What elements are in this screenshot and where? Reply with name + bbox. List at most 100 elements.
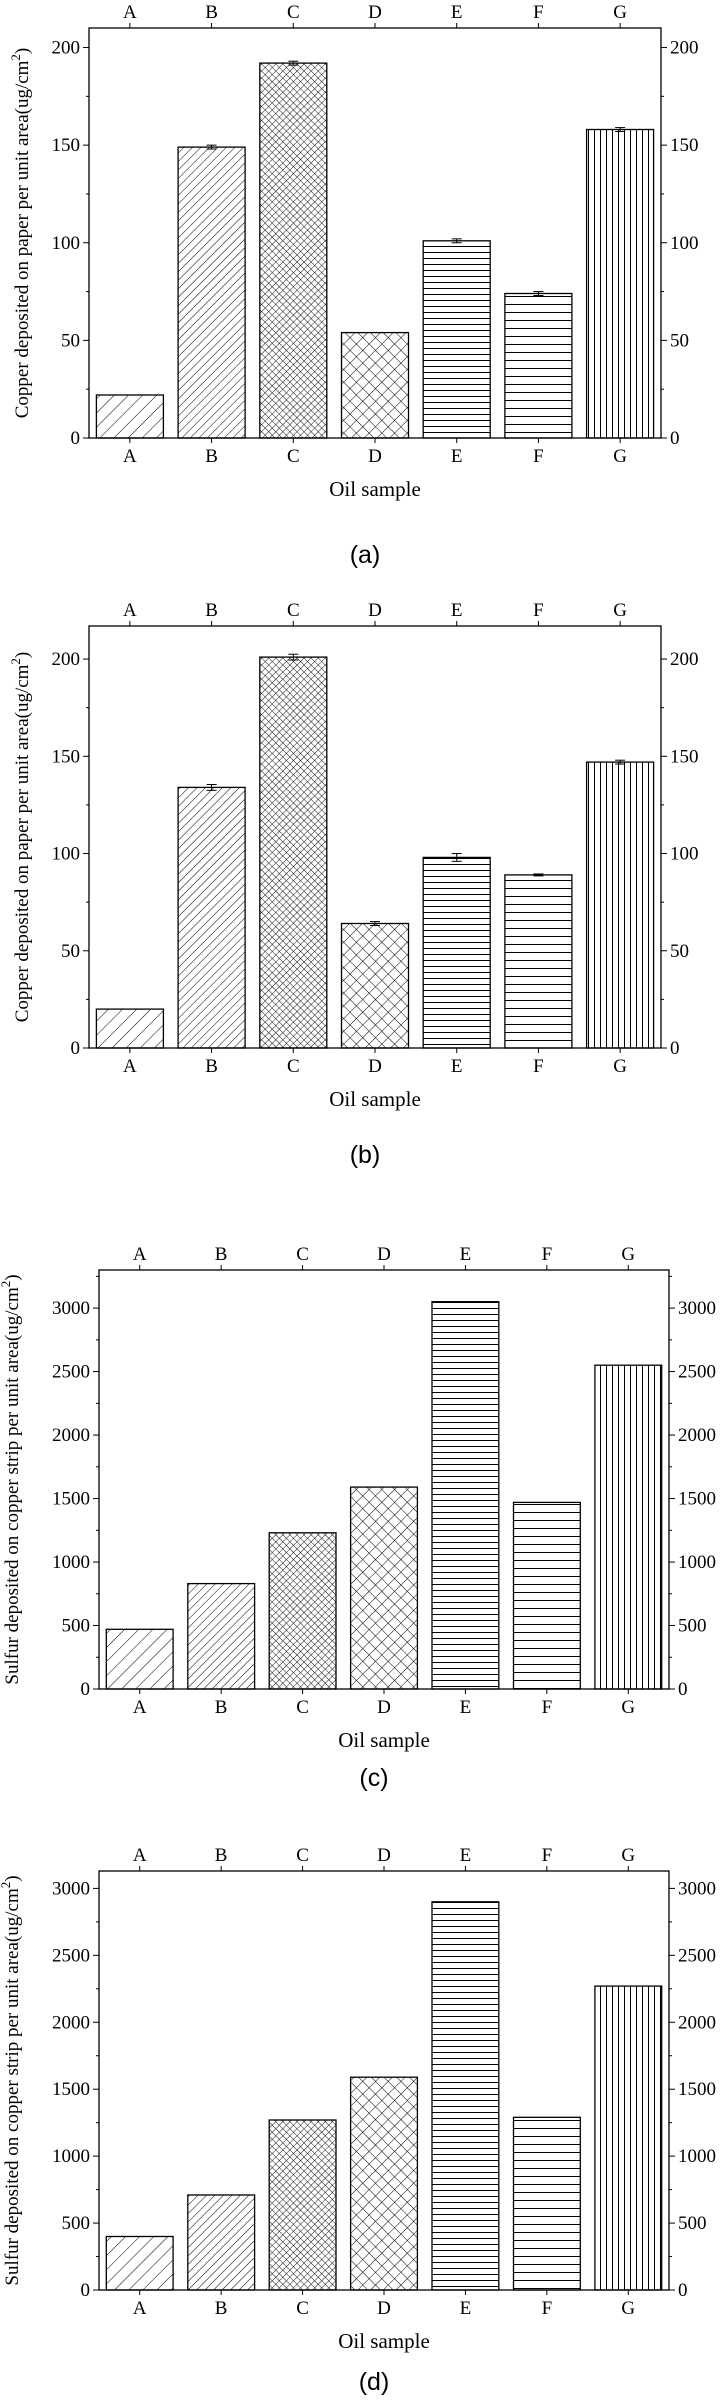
x-tick-label: C xyxy=(287,1056,300,1077)
y-tick-label-right: 3000 xyxy=(678,1298,716,1319)
bar-D xyxy=(349,1486,419,1690)
x-tick-label: B xyxy=(215,1697,228,1718)
x-tick-label-top: F xyxy=(542,1244,553,1265)
y-tick-label: 0 xyxy=(81,1679,91,1700)
y-tick-label-right: 0 xyxy=(670,1038,680,1059)
y-tick-label-right: 500 xyxy=(678,1616,707,1637)
y-tick-label-right: 50 xyxy=(670,330,689,351)
x-tick-label: C xyxy=(287,446,300,467)
x-tick-label-top: B xyxy=(205,600,218,621)
y-tick-label-right: 2500 xyxy=(678,1945,716,1966)
x-tick-label: G xyxy=(613,1056,627,1077)
x-tick-label-top: E xyxy=(451,600,463,621)
x-tick-label: F xyxy=(533,1056,544,1077)
panel-label: (a) xyxy=(350,541,381,569)
x-axis-label: Oil sample xyxy=(329,1087,421,1111)
bar-C xyxy=(268,2119,337,2291)
bar-A xyxy=(95,394,165,439)
x-tick-label-top: A xyxy=(123,2,137,23)
x-tick-label: G xyxy=(621,2298,635,2319)
y-tick-label-right: 1000 xyxy=(678,2146,716,2167)
bar-F xyxy=(512,2116,581,2291)
y-tick-label: 3000 xyxy=(52,1878,90,1899)
y-tick-label-right: 1500 xyxy=(678,2079,716,2100)
y-tick-label: 2000 xyxy=(52,1425,90,1446)
chart-panel-d: A A B B C C D D E E F F G G 0 0 500 500 1000 1000 1500 1500 20… xyxy=(0,1845,716,2396)
y-tick-label: 1000 xyxy=(52,2146,90,2167)
x-tick-label: C xyxy=(296,2298,309,2319)
y-tick-label-right: 50 xyxy=(670,941,689,962)
error-bar-D xyxy=(370,921,380,926)
error-bar-C xyxy=(288,653,299,661)
bar-A xyxy=(95,1008,165,1049)
panel-label: (c) xyxy=(359,1764,388,1792)
y-tick-label-right: 200 xyxy=(670,38,699,59)
error-bar-F xyxy=(533,873,544,877)
y-axis-label-end: ) xyxy=(12,652,33,658)
chart-panel-a: A A B B C C D D E E F F G G 0 0 50 50 100 100 150 150 200 200 Oi… xyxy=(8,2,699,569)
y-axis-label-superscript: 2 xyxy=(0,1281,13,1288)
bar-B xyxy=(177,146,246,439)
y-tick-label: 1500 xyxy=(52,1489,90,1510)
y-axis-label-end: ) xyxy=(2,1875,23,1881)
error-bar-E xyxy=(451,853,462,862)
x-tick-label-top: G xyxy=(621,1244,635,1265)
y-axis-label-end: ) xyxy=(2,1274,23,1280)
x-tick-label: E xyxy=(451,446,463,467)
y-axis-label: Sulfur deposited on copper strip per uni… xyxy=(0,1274,23,1684)
x-tick-label-top: G xyxy=(613,600,627,621)
error-bar-C xyxy=(288,60,299,66)
y-axis-label: Copper deposited on paper per unit area(… xyxy=(8,652,33,1023)
y-axis-label: Sulfur deposited on copper strip per uni… xyxy=(0,1875,23,2285)
y-tick-label: 200 xyxy=(52,38,81,59)
x-tick-label: A xyxy=(133,2298,147,2319)
bar-G xyxy=(585,128,655,439)
x-tick-label: C xyxy=(296,1697,309,1718)
x-tick-label: D xyxy=(377,1697,391,1718)
bar-D xyxy=(340,922,410,1049)
y-tick-label-right: 3000 xyxy=(678,1878,716,1899)
x-tick-label: A xyxy=(123,446,137,467)
bar-C xyxy=(259,62,328,439)
x-tick-label-top: C xyxy=(287,600,300,621)
x-tick-label: D xyxy=(368,446,382,467)
bar-E xyxy=(422,240,491,439)
bar-C xyxy=(259,656,328,1049)
bar-G xyxy=(594,1364,663,1690)
y-axis-label-text: Sulfur deposited on copper strip per uni… xyxy=(2,1287,23,1685)
x-tick-label-top: A xyxy=(123,600,137,621)
y-tick-label-right: 0 xyxy=(678,2280,688,2301)
y-tick-label-right: 2000 xyxy=(678,2012,716,2033)
x-tick-label-top: G xyxy=(621,1845,635,1866)
x-tick-label-top: C xyxy=(296,1244,309,1265)
x-tick-label: A xyxy=(123,1056,137,1077)
x-tick-label-top: D xyxy=(368,2,382,23)
x-tick-label-top: E xyxy=(451,2,463,23)
panel-label: (b) xyxy=(350,1141,381,1169)
x-tick-label-top: D xyxy=(368,600,382,621)
y-tick-label: 0 xyxy=(81,2280,91,2301)
bar-F xyxy=(504,292,573,439)
y-tick-label-right: 0 xyxy=(670,428,680,449)
y-tick-label: 2000 xyxy=(52,2012,90,2033)
panel-label: (d) xyxy=(359,2368,390,2396)
x-tick-label-top: G xyxy=(613,2,627,23)
chart-panel-b: A A B B C C D D E E F F G G 0 0 50 50 100 100 150 150 200 200 Oi… xyxy=(8,600,699,1169)
x-tick-label-top: B xyxy=(215,1845,228,1866)
y-axis-label-text: Copper deposited on paper per unit area(… xyxy=(12,664,33,1022)
y-tick-label: 2500 xyxy=(52,1945,90,1966)
y-tick-label: 1500 xyxy=(52,2079,90,2100)
bar-G xyxy=(585,761,655,1049)
x-tick-label: G xyxy=(613,446,627,467)
y-tick-label-right: 2500 xyxy=(678,1362,716,1383)
x-tick-label: E xyxy=(460,1697,472,1718)
y-tick-label-right: 0 xyxy=(678,1679,688,1700)
bar-D xyxy=(340,331,410,439)
x-tick-label: F xyxy=(542,2298,553,2319)
y-tick-label-right: 100 xyxy=(670,233,699,254)
bar-D xyxy=(349,2076,419,2291)
y-tick-label-right: 1000 xyxy=(678,1552,716,1573)
y-axis-label-text: Sulfur deposited on copper strip per uni… xyxy=(2,1888,23,2286)
x-tick-label-top: C xyxy=(296,1845,309,1866)
